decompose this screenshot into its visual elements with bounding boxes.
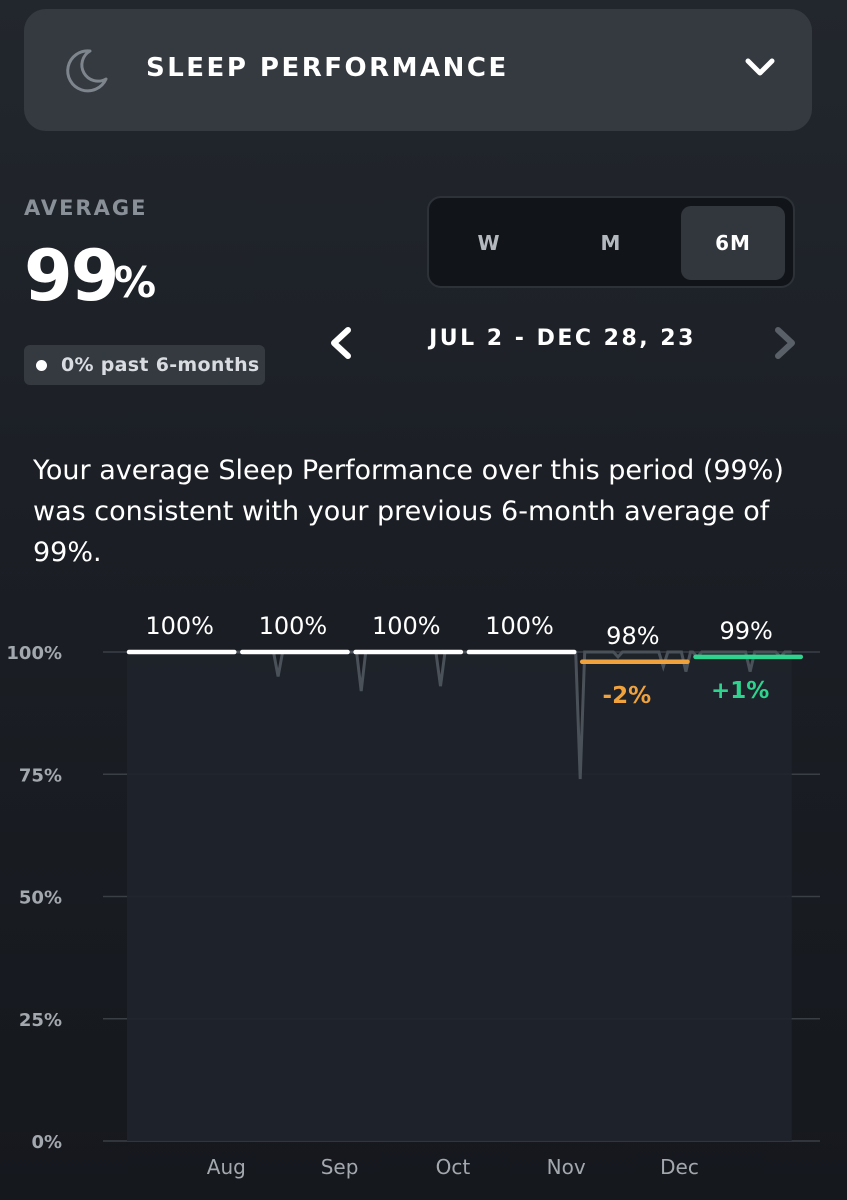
period-option-month[interactable]: M	[600, 231, 622, 255]
sleep-performance-chart: 0% 25% 50% 75% 100% 100% 100% 100% 100% 98% -2% 99%…	[6, 612, 820, 1179]
summary-text: Your average Sleep Performance over this…	[33, 455, 784, 568]
monthly-average-label: 100%	[259, 612, 328, 640]
date-range: JUL 2 - DEC 28, 23	[429, 326, 696, 351]
chevron-down-icon[interactable]	[742, 53, 778, 81]
y-tick-label: 0%	[31, 1132, 62, 1153]
x-tick-label: Nov	[547, 1155, 586, 1179]
monthly-average-label: 98%	[606, 622, 659, 650]
period-option-6-months[interactable]: 6M	[681, 206, 785, 280]
chevron-left-icon[interactable]	[326, 325, 356, 361]
daily-area	[127, 652, 792, 1141]
average-unit: %	[114, 258, 157, 307]
y-tick-label: 75%	[19, 765, 62, 786]
dot-icon	[36, 359, 47, 371]
metric-title: SLEEP PERFORMANCE	[146, 53, 509, 83]
monthly-average-label: 100%	[145, 612, 214, 640]
comparison-badge-text: 0% past 6-months	[61, 354, 260, 376]
period-selector: W M 6M	[427, 196, 795, 288]
comparison-badge: 0% past 6-months	[24, 345, 265, 385]
x-tick-label: Oct	[436, 1155, 471, 1179]
metric-selector[interactable]: SLEEP PERFORMANCE	[24, 9, 812, 131]
monthly-change-label: +1%	[711, 678, 769, 704]
monthly-average-label: 99%	[719, 617, 772, 645]
chevron-right-icon[interactable]	[770, 325, 800, 361]
period-option-week[interactable]: W	[477, 231, 501, 255]
monthly-change-label: -2%	[603, 683, 652, 709]
x-tick-label: Aug	[207, 1155, 246, 1179]
x-tick-label: Dec	[660, 1155, 699, 1179]
y-tick-label: 25%	[19, 1010, 62, 1031]
moon-icon	[66, 49, 108, 93]
monthly-average-label: 100%	[372, 612, 441, 640]
average-value: 99	[24, 235, 119, 317]
y-tick-label: 50%	[19, 888, 62, 909]
monthly-average-label: 100%	[485, 612, 554, 640]
y-tick-label: 100%	[6, 643, 62, 664]
x-tick-label: Sep	[321, 1155, 359, 1179]
average-label: AVERAGE	[24, 196, 148, 220]
